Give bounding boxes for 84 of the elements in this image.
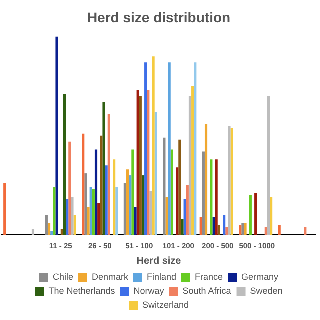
bar	[60, 229, 64, 235]
bar	[134, 207, 137, 235]
legend-label: Germany	[242, 272, 280, 282]
bar	[45, 215, 48, 235]
bar	[194, 62, 197, 235]
legend-label: Sweden	[250, 286, 283, 296]
bar	[139, 96, 142, 235]
bar	[87, 207, 90, 235]
bar	[113, 160, 116, 235]
bar	[129, 176, 132, 235]
bar	[48, 223, 51, 235]
bar	[170, 150, 174, 235]
bar	[105, 166, 108, 235]
bar	[210, 160, 213, 235]
bar	[71, 197, 74, 235]
bar	[230, 128, 234, 235]
bar	[50, 231, 54, 235]
bar	[102, 102, 106, 235]
legend-label: Finland	[146, 272, 177, 282]
bar	[4, 183, 6, 235]
bar	[244, 223, 247, 235]
bar	[270, 197, 273, 235]
bar	[116, 187, 118, 235]
bar	[152, 56, 155, 235]
bar	[176, 168, 179, 235]
bar	[212, 217, 216, 235]
bar	[66, 199, 69, 235]
bar	[98, 203, 100, 235]
bar	[192, 86, 194, 235]
bar	[163, 138, 166, 235]
bar	[215, 160, 218, 235]
bar	[264, 227, 268, 235]
bar	[226, 227, 228, 235]
bar	[304, 227, 307, 235]
bar	[144, 62, 148, 235]
bar	[74, 215, 76, 235]
chart-title: Herd size distribution	[87, 9, 231, 26]
legend-label: South Africa	[182, 286, 232, 296]
bar	[178, 140, 182, 235]
bar	[63, 94, 66, 235]
bar	[188, 96, 192, 235]
bar	[228, 126, 231, 235]
bar	[254, 193, 258, 235]
legend-label: Chile	[52, 272, 74, 282]
legend-label: France	[195, 272, 224, 282]
bar	[32, 229, 35, 235]
bar	[239, 225, 242, 235]
legend-label: Norway	[134, 286, 165, 296]
bar	[100, 136, 103, 235]
bar	[242, 223, 244, 235]
bar	[184, 199, 186, 235]
bar	[168, 62, 171, 235]
bar	[154, 112, 158, 235]
bar	[166, 197, 168, 235]
bar	[147, 90, 150, 235]
bar	[204, 124, 208, 235]
legend-label: Denmark	[92, 272, 129, 282]
bar	[53, 187, 56, 235]
bar	[186, 185, 189, 235]
bar	[94, 150, 98, 235]
bar	[202, 152, 205, 235]
bar	[108, 114, 110, 235]
bar	[82, 134, 85, 235]
bar	[249, 195, 252, 235]
bar	[181, 219, 184, 235]
bar	[142, 176, 145, 235]
x-axis-title: Herd size	[136, 256, 182, 267]
bar	[136, 90, 140, 235]
bar	[278, 225, 281, 235]
bar	[92, 189, 95, 235]
bar	[68, 142, 72, 235]
bar	[223, 215, 226, 235]
bar	[84, 174, 88, 235]
bar	[90, 187, 92, 235]
legend-label: Switzerland	[142, 300, 190, 310]
bar	[124, 183, 126, 235]
bar	[132, 150, 134, 235]
bar	[56, 36, 58, 235]
bar	[200, 217, 202, 235]
bar	[218, 225, 220, 235]
bar	[126, 170, 130, 235]
legend-label: The Netherlands	[48, 286, 116, 296]
bar	[267, 96, 270, 235]
bar	[150, 191, 152, 235]
